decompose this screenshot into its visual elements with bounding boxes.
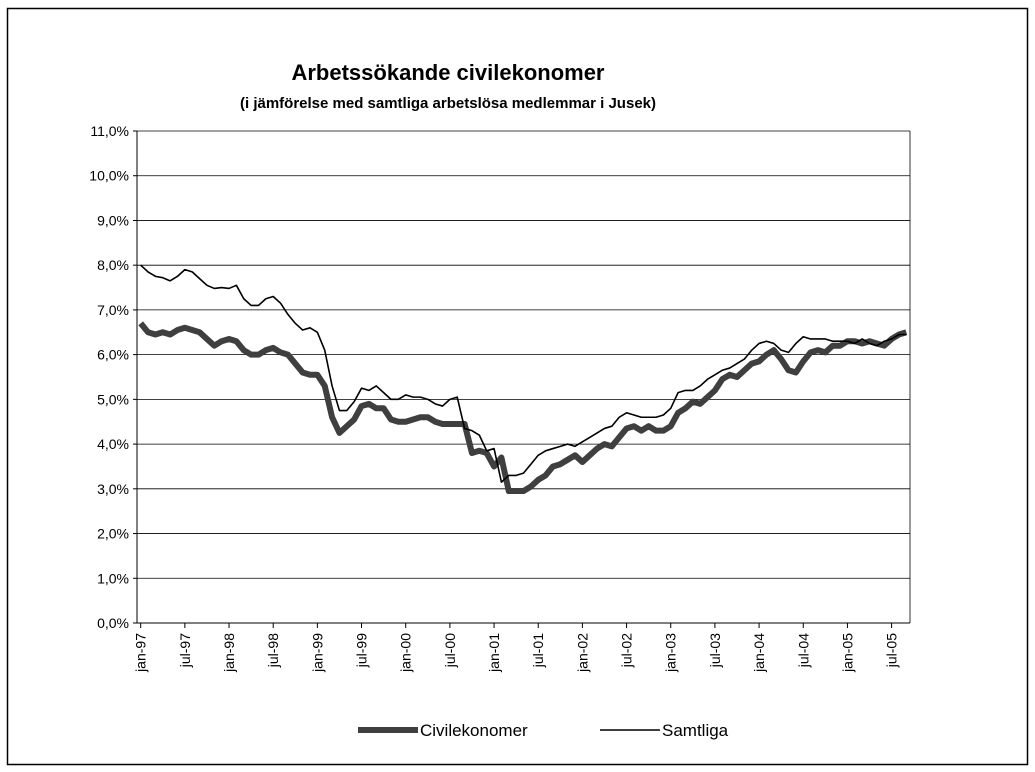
x-tick-label: jul-99 bbox=[354, 633, 370, 668]
y-tick-label: 8,0% bbox=[97, 257, 129, 273]
x-tick-label: jan-98 bbox=[221, 633, 237, 673]
x-tick-label: jul-00 bbox=[442, 633, 458, 668]
y-tick-label: 1,0% bbox=[97, 570, 129, 586]
series-line bbox=[138, 321, 908, 495]
legend-label: Civilekonomer bbox=[420, 721, 528, 740]
x-tick-label: jan-99 bbox=[309, 633, 325, 673]
x-tick-label: jan-05 bbox=[839, 633, 855, 673]
y-tick-label: 7,0% bbox=[97, 302, 129, 318]
x-tick-label: jan-04 bbox=[751, 633, 767, 673]
y-tick-label: 2,0% bbox=[97, 526, 129, 542]
y-tick-label: 9,0% bbox=[97, 212, 129, 228]
x-tick-label: jul-97 bbox=[177, 633, 193, 668]
x-tick-label: jul-03 bbox=[707, 633, 723, 668]
y-tick-label: 10,0% bbox=[89, 168, 129, 184]
series-line bbox=[140, 264, 907, 483]
x-tick-label: jan-01 bbox=[486, 633, 502, 673]
y-tick-label: 3,0% bbox=[97, 481, 129, 497]
y-tick-label: 6,0% bbox=[97, 347, 129, 363]
y-tick-label: 11,0% bbox=[90, 123, 129, 139]
y-tick-label: 4,0% bbox=[97, 436, 129, 452]
x-tick-label: jul-02 bbox=[619, 633, 635, 668]
x-tick-label: jul-01 bbox=[530, 633, 546, 668]
chart-subtitle: (i jämförelse med samtliga arbetslösa me… bbox=[240, 95, 656, 112]
chart-frame bbox=[6, 7, 1029, 766]
chart-title: Arbetssökande civilekonomer bbox=[291, 60, 604, 85]
y-tick-label: 0,0% bbox=[97, 615, 129, 631]
legend-label: Samtliga bbox=[662, 721, 729, 740]
x-tick-label: jul-05 bbox=[884, 633, 900, 668]
x-tick-label: jan-03 bbox=[663, 633, 679, 673]
x-tick-label: jul-98 bbox=[265, 633, 281, 668]
x-tick-label: jan-02 bbox=[574, 633, 590, 673]
x-tick-label: jul-04 bbox=[795, 633, 811, 668]
y-tick-label: 5,0% bbox=[97, 391, 129, 407]
x-tick-label: jan-00 bbox=[398, 633, 414, 673]
x-tick-label: jan-97 bbox=[133, 633, 149, 673]
